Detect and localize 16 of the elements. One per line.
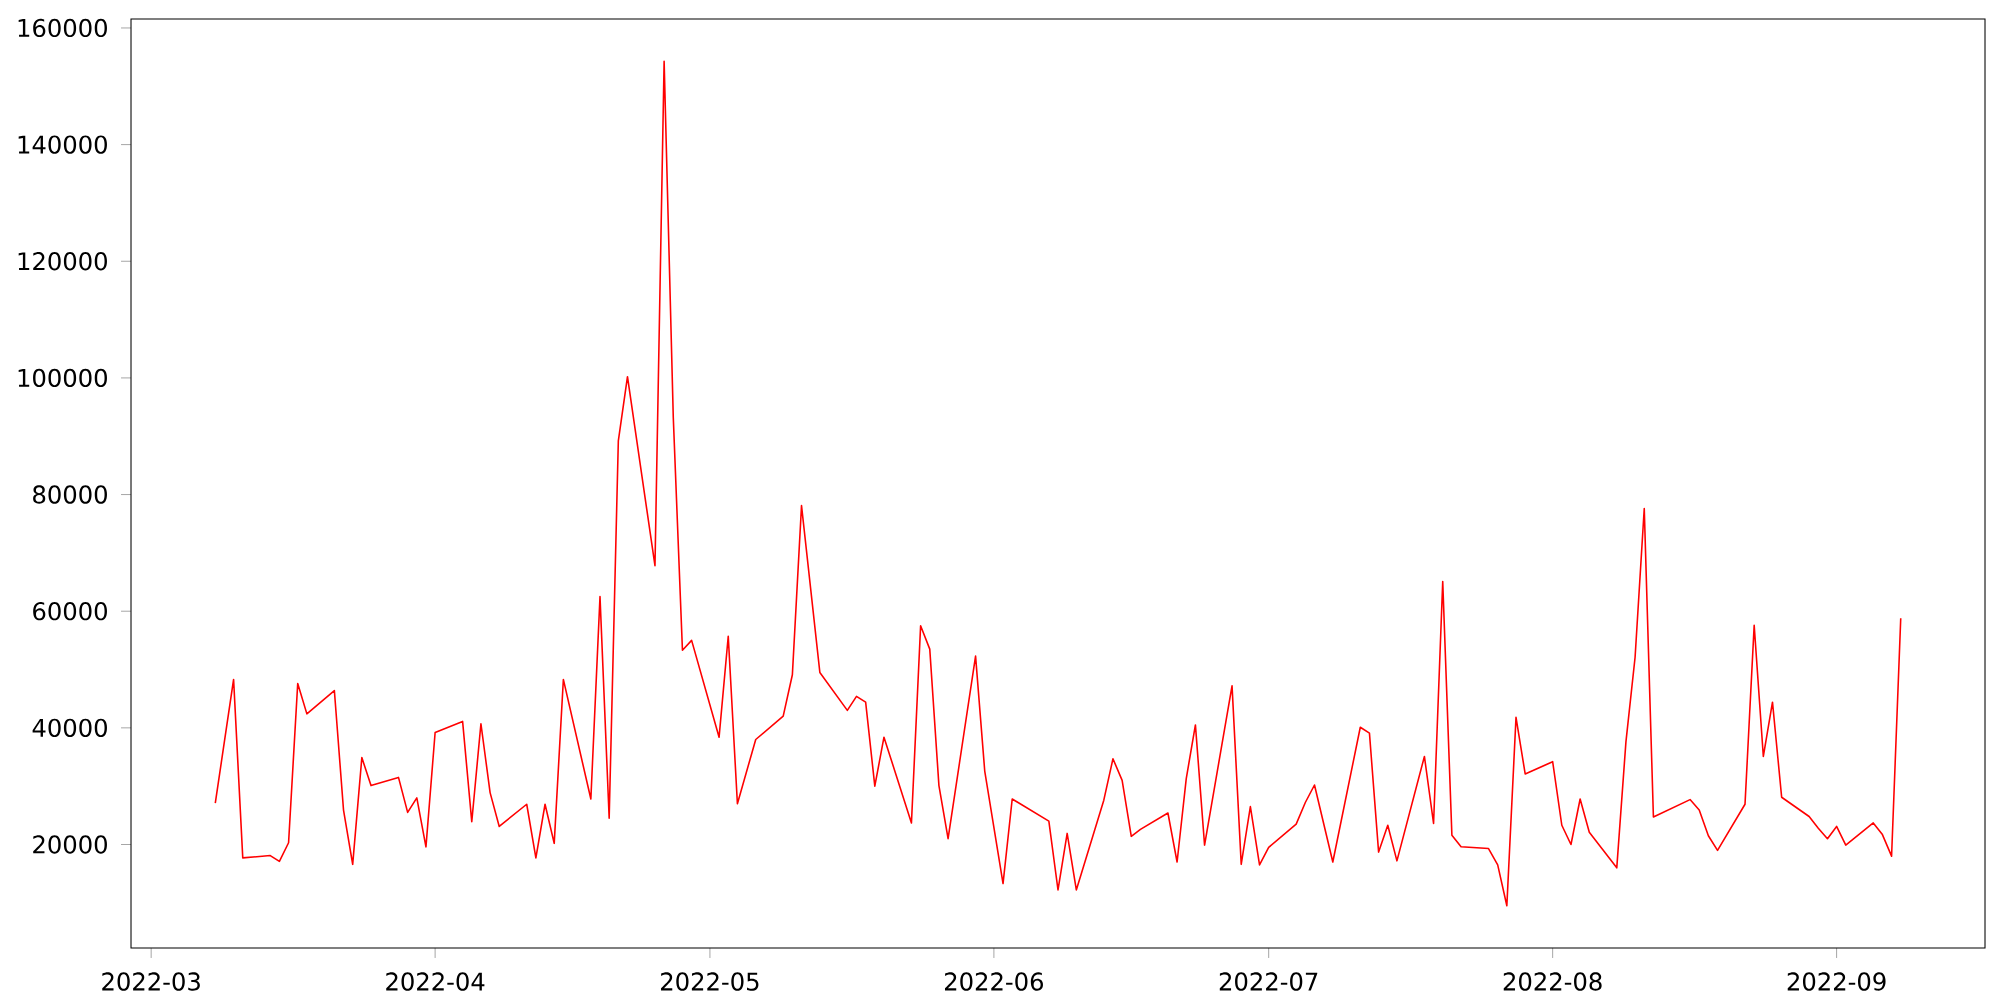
x-tick-label: 2022-08 (1503, 972, 1602, 991)
y-tick-label: 60000 (33, 602, 107, 621)
y-tick-label: 120000 (18, 252, 107, 271)
y-tick-label: 40000 (32, 718, 107, 738)
y-tick-label: 140000 (18, 135, 107, 154)
x-tick-label: 2022-03 (102, 972, 200, 991)
x-tick-label: 2022-06 (944, 972, 1043, 991)
y-tick-label: 100000 (18, 368, 107, 388)
y-tick-label: 80000 (33, 485, 107, 504)
y-tick-label: 20000 (33, 835, 107, 854)
line-series (214, 60, 1902, 907)
y-tick-label: 160000 (18, 18, 107, 38)
x-tick-label: 2022-09 (1787, 972, 1886, 991)
x-tick-label: 2022-05 (661, 972, 759, 991)
x-tick-label: 2022-04 (386, 972, 485, 991)
x-tick-label: 2022-07 (1219, 972, 1318, 991)
